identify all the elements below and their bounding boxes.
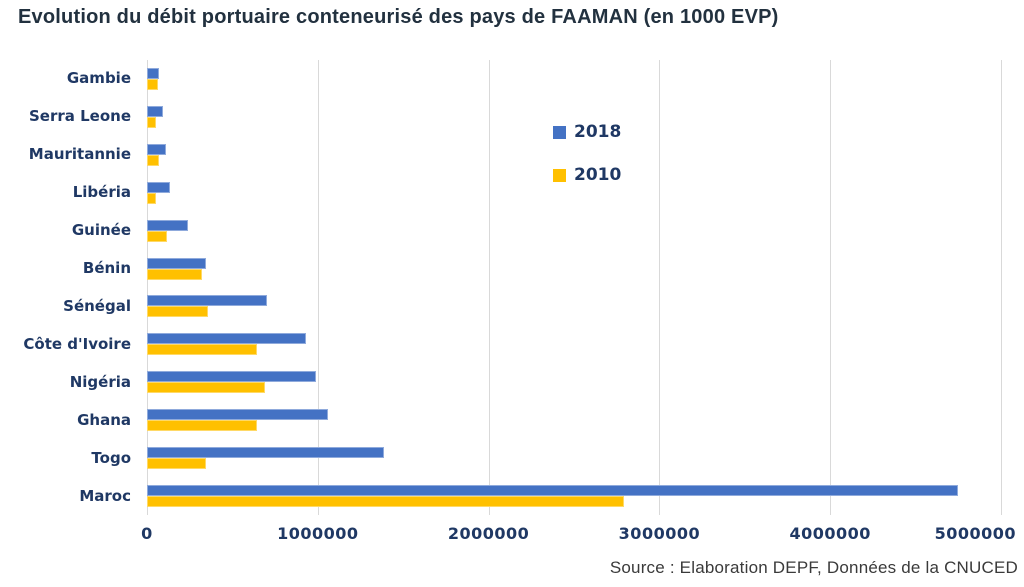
chart-row	[147, 174, 1001, 212]
category-label: Serra Leone	[28, 107, 131, 126]
chart-row	[147, 439, 1001, 477]
bar-2010-lib-ria	[147, 192, 157, 204]
category-label: Côte d'Ivoire	[23, 334, 131, 353]
bar-2010-togo	[147, 458, 206, 470]
chart-row	[147, 288, 1001, 326]
category-label: Ghana	[77, 410, 131, 429]
bar-2018-maroc	[147, 485, 959, 497]
bar-2018-s-n-gal	[147, 295, 267, 307]
bar-2018-nig-ria	[147, 371, 317, 383]
category-label: Nigéria	[69, 372, 131, 391]
legend-item-2018: 2018	[553, 124, 621, 141]
chart-row	[147, 98, 1001, 136]
bar-2018-mauritannie	[147, 143, 166, 155]
bar-2010-serra-leone	[147, 116, 157, 128]
category-label: Maroc	[79, 486, 131, 505]
chart-title: Evolution du débit portuaire conteneuris…	[18, 6, 779, 28]
legend-label: 2018	[574, 122, 622, 142]
chart-row	[147, 250, 1001, 288]
bar-2018-lib-ria	[147, 181, 171, 193]
bar-2010-mauritannie	[147, 154, 159, 166]
legend-label: 2010	[574, 165, 622, 185]
bar-2010-ghana	[147, 420, 258, 432]
bar-2018-serra-leone	[147, 105, 164, 117]
category-label: Libéria	[72, 183, 131, 202]
gridline	[1001, 60, 1002, 515]
x-tick-label: 5000000	[934, 524, 1016, 543]
bar-2010-maroc	[147, 496, 624, 508]
gridline	[659, 60, 661, 515]
bar-2018-b-nin	[147, 257, 206, 269]
legend-swatch-2018	[553, 126, 566, 139]
legend: 2018 2010	[553, 124, 621, 184]
x-axis-tick-labels: 0 1000000 2000000 3000000 4000000 5000000	[0, 524, 1024, 546]
x-tick-label: 3000000	[618, 524, 701, 543]
bar-2010-c-te-d-ivoire	[147, 344, 258, 356]
chart-row	[147, 212, 1001, 250]
gridline	[317, 60, 319, 515]
chart-row	[147, 136, 1001, 174]
chart-row	[147, 363, 1001, 401]
category-label: Sénégal	[63, 296, 131, 315]
gridline	[147, 60, 148, 515]
bar-2018-ghana	[147, 409, 329, 421]
bar-2018-togo	[147, 447, 385, 459]
bar-2018-c-te-d-ivoire	[147, 333, 306, 345]
category-label: Guinée	[71, 221, 131, 240]
chart-row	[147, 325, 1001, 363]
category-label: Togo	[91, 448, 131, 467]
bar-2010-guin-e	[147, 230, 167, 242]
source-note: Source : Elaboration DEPF, Données de la…	[609, 558, 1018, 577]
chart-row	[147, 401, 1001, 439]
bar-2010-b-nin	[147, 268, 202, 280]
bar-2010-nig-ria	[147, 382, 265, 394]
bar-2010-s-n-gal	[147, 306, 208, 318]
x-tick-label: 0	[141, 524, 153, 543]
x-tick-label: 2000000	[447, 524, 530, 543]
category-label: Mauritannie	[28, 145, 131, 164]
plot-area	[147, 60, 1002, 515]
gridline	[830, 60, 832, 515]
x-tick-label: 4000000	[789, 524, 871, 543]
category-label: Bénin	[82, 259, 131, 278]
bar-2018-guin-e	[147, 219, 188, 231]
chart-row	[147, 60, 1001, 98]
category-label: Gambie	[66, 69, 131, 88]
bar-2010-gambie	[147, 78, 159, 90]
legend-swatch-2010	[553, 169, 566, 182]
bar-2018-gambie	[147, 67, 159, 79]
x-tick-label: 1000000	[277, 524, 359, 543]
gridline	[488, 60, 490, 515]
chart-row	[147, 477, 1001, 515]
legend-item-2010: 2010	[553, 167, 621, 184]
